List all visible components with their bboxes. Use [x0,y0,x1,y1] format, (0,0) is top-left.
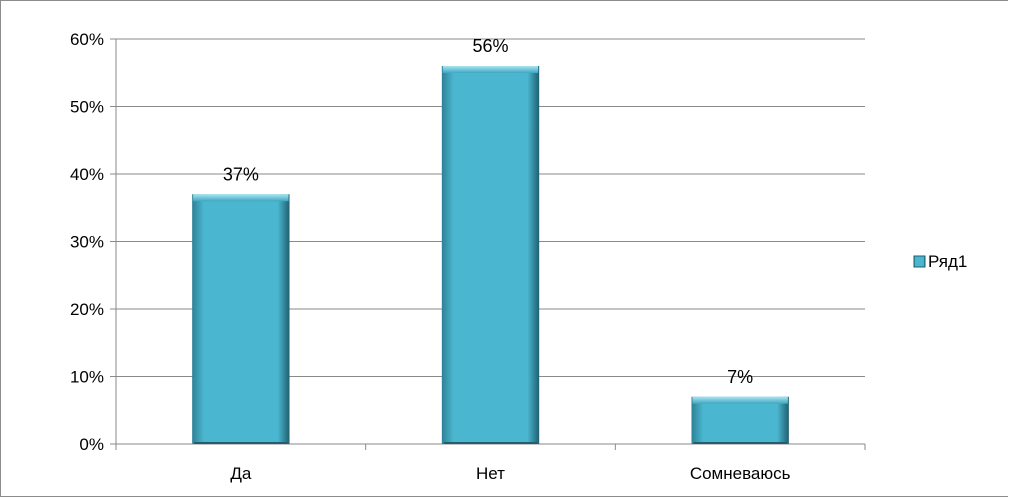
y-tick-label: 10% [70,368,104,387]
bar [192,194,290,444]
bar-cap [193,194,289,202]
bar [691,396,789,444]
x-tick-label: Нет [476,464,505,483]
y-tick-label: 20% [70,300,104,319]
data-label: 56% [472,36,508,56]
x-tick-label: Да [230,464,252,483]
bar [441,66,540,444]
bar-body [691,396,789,444]
bar-cap [692,396,788,404]
x-tick-label: Сомневаюсь [690,464,791,483]
bar-body [192,194,290,444]
bar-cap [442,66,539,73]
y-tick-label: 40% [70,165,104,184]
legend-entry-label: Ряд1 [928,252,967,271]
legend: Ряд1 [913,252,967,271]
bar-body [441,66,540,444]
y-tick-label: 60% [70,30,104,49]
bars [192,66,789,444]
data-label: 7% [727,367,753,387]
data-label: 37% [223,164,259,184]
y-tick-label: 30% [70,233,104,252]
y-tick-label: 50% [70,98,104,117]
y-tick-label: 0% [79,435,104,454]
data-labels: 37% 56% 7% [223,36,753,387]
legend-swatch [913,255,926,268]
